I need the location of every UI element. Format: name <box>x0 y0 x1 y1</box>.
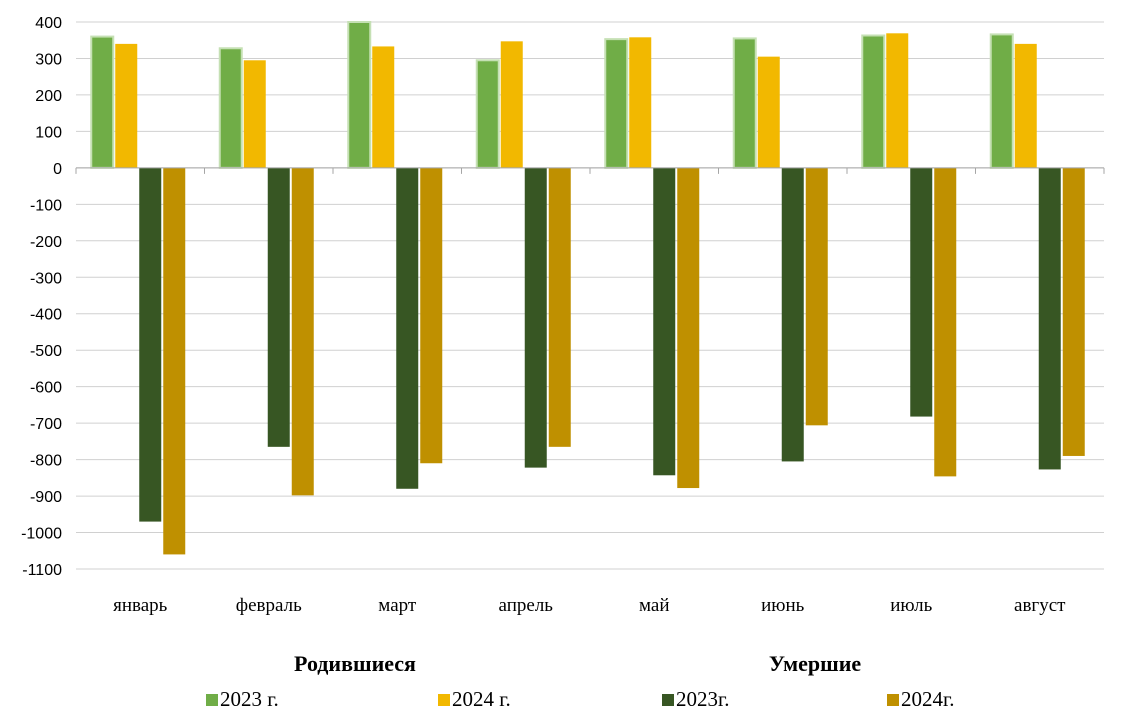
y-tick-label: 300 <box>35 51 62 68</box>
bar-series-3-январь <box>163 167 186 555</box>
bar-series-0-май <box>604 38 629 169</box>
x-tick-label: июль <box>890 595 932 616</box>
bar-series-2-июль <box>910 167 933 417</box>
bar-series-0-февраль <box>218 47 243 169</box>
bar-series-2-август <box>1038 167 1061 470</box>
bar-series-0-апрель <box>475 59 500 169</box>
bar-series-3-февраль <box>291 167 314 496</box>
y-tick-label: 200 <box>35 88 62 105</box>
y-tick-label: -300 <box>30 270 62 287</box>
y-tick-label: -500 <box>30 343 62 360</box>
bar-series-3-апрель <box>548 167 571 447</box>
bar-series-3-июнь <box>805 167 828 426</box>
bar-series-0-июнь <box>732 37 757 169</box>
bar-series-2-январь <box>139 167 162 522</box>
legend-swatch <box>438 694 450 706</box>
y-tick-label: -100 <box>30 197 62 214</box>
y-tick-label: -900 <box>30 489 62 506</box>
x-tick-label: апрель <box>499 595 554 616</box>
y-tick-label: -800 <box>30 453 62 470</box>
bar-series-0-март <box>347 21 372 169</box>
y-tick-label: -600 <box>30 380 62 397</box>
bar-series-3-март <box>420 167 443 464</box>
y-axis-tick-labels: 400 300 200 100 0 -100 -200 -300 -400 -500 -600 -70… <box>21 15 62 579</box>
bar-series-1-май <box>629 37 652 168</box>
y-tick-label: -700 <box>30 416 62 433</box>
legend-swatch <box>662 694 674 706</box>
x-tick-label: май <box>639 595 670 616</box>
bar-series-1-февраль <box>243 60 266 168</box>
bar-series-0-август <box>989 33 1014 169</box>
bar-series-3-май <box>677 167 700 489</box>
x-tick-label: июнь <box>761 595 805 616</box>
legend: 2023 г. 2024 г. 2023г. 2024г. <box>206 687 955 711</box>
x-tick-label: январь <box>113 595 168 616</box>
bar-series-1-апрель <box>500 41 523 168</box>
bar-series-2-март <box>396 167 419 489</box>
y-tick-label: 400 <box>35 15 62 32</box>
y-tick-label: -200 <box>30 234 62 251</box>
legend-swatch <box>887 694 899 706</box>
y-tick-label: -1100 <box>22 562 62 579</box>
x-tick-label: март <box>378 595 417 616</box>
bar-series-1-март <box>372 46 395 168</box>
bar-series-0-январь <box>90 35 115 169</box>
y-tick-label: -1000 <box>21 526 62 543</box>
legend-swatch <box>206 694 218 706</box>
bar-series-2-апрель <box>524 167 547 468</box>
x-tick-label: август <box>1014 595 1066 616</box>
y-tick-label: 100 <box>35 124 62 141</box>
legend-label: 2023г. <box>676 687 730 711</box>
bar-series-2-май <box>653 167 676 476</box>
group-title-deaths: Умершие <box>769 651 862 676</box>
y-tick-label: 0 <box>53 161 62 178</box>
bars <box>90 21 1085 555</box>
bar-series-0-июль <box>861 34 886 169</box>
legend-label: 2024г. <box>901 687 955 711</box>
bar-series-1-январь <box>115 43 138 168</box>
bar-series-2-февраль <box>267 167 290 447</box>
bar-series-3-август <box>1062 167 1085 456</box>
x-axis-tick-labels: январь февраль март апрель май июнь июль август <box>113 595 1066 616</box>
group-title-born: Родившиеся <box>294 651 416 676</box>
bar-series-3-июль <box>934 167 957 477</box>
legend-label: 2024 г. <box>452 687 511 711</box>
bar-series-1-июль <box>886 33 909 168</box>
bar-series-2-июнь <box>781 167 804 462</box>
zero-axis <box>75 167 1105 174</box>
y-tick-label: -400 <box>30 307 62 324</box>
legend-label: 2023 г. <box>220 687 279 711</box>
bar-series-1-июнь <box>757 56 780 168</box>
bar-series-1-август <box>1014 43 1037 168</box>
x-tick-label: февраль <box>236 595 302 616</box>
